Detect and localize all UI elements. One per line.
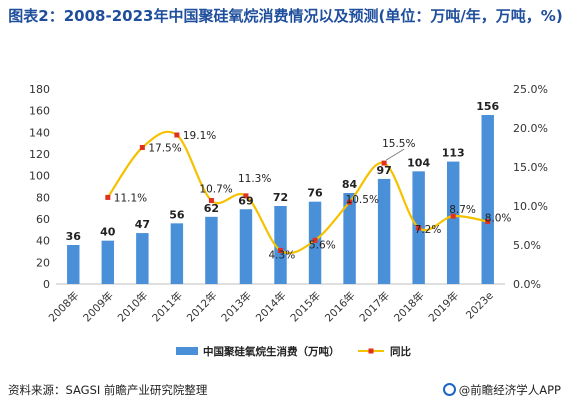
x-tick-label: 2009年: [80, 289, 116, 325]
y-right-tick-label: 5.0%: [513, 239, 541, 252]
yoy-value-label: 10.5%: [346, 194, 379, 206]
y-left-tick-label: 0: [43, 278, 50, 291]
brand-credit: @前瞻经济学人APP: [442, 382, 561, 398]
bar: [446, 161, 460, 284]
legend-label-bars: 中国聚硅氧烷生消费（万吨）: [203, 345, 340, 358]
yoy-marker: [105, 194, 111, 200]
yoy-value-label: 7.2%: [415, 224, 442, 236]
bar-value-label: 76: [307, 187, 323, 200]
y-left-tick-label: 80: [36, 191, 50, 204]
yoy-value-label: 11.3%: [238, 173, 271, 185]
bar: [67, 245, 80, 284]
yoy-value-label: 17.5%: [148, 143, 181, 155]
bar: [205, 216, 218, 284]
yoy-value-label: 4.3%: [269, 249, 296, 261]
bar-value-label: 47: [135, 218, 150, 231]
y-right-tick-label: 10.0%: [513, 200, 548, 213]
brand-label: @前瞻经济学人APP: [458, 383, 561, 397]
y-left-tick-label: 160: [29, 105, 50, 118]
yoy-value-label: 8.0%: [485, 213, 512, 225]
x-tick-label: 2016年: [322, 289, 358, 325]
yoy-marker: [381, 160, 387, 166]
bar: [170, 223, 184, 284]
callout-line: [385, 148, 405, 161]
x-tick-label: 2023e: [464, 290, 496, 322]
y-left-tick-label: 60: [36, 213, 50, 226]
yoy-marker: [485, 219, 491, 225]
bar-value-label: 97: [376, 164, 391, 177]
bar-value-label: 40: [100, 226, 116, 239]
bar: [481, 115, 494, 284]
bar-value-label: 113: [442, 147, 465, 160]
x-tick-label: 2017年: [357, 289, 393, 325]
yoy-marker: [208, 198, 214, 204]
bar-value-label: 72: [273, 191, 288, 204]
legend-swatch-marker: [368, 348, 374, 354]
x-tick-label: 2010年: [115, 289, 151, 325]
bar-value-label: 36: [66, 230, 82, 243]
x-tick-label: 2019年: [426, 289, 462, 325]
yoy-marker: [416, 225, 422, 231]
legend-label-line: 同比: [390, 345, 411, 358]
bar-value-label: 62: [204, 202, 219, 215]
y-left-tick-label: 120: [29, 148, 50, 161]
yoy-value-label: 11.1%: [114, 192, 147, 204]
yoy-marker: [139, 145, 145, 150]
yoy-value-label: 8.7%: [449, 204, 476, 216]
yoy-marker: [174, 132, 180, 138]
y-left-tick-label: 140: [29, 126, 50, 139]
chart-title: 图表2：2008-2023年中国聚硅氧烷消费情况以及预测(单位：万吨/年，万吨，…: [8, 7, 563, 25]
bar: [274, 206, 287, 284]
x-tick-label: 2018年: [391, 289, 427, 325]
bar-value-label: 156: [476, 100, 499, 113]
x-tick-label: 2008年: [46, 289, 82, 325]
source-note: 资料来源：SAGSI 前瞻产业研究院整理: [8, 383, 208, 397]
y-left-tick-label: 180: [29, 83, 50, 96]
y-left-tick-label: 100: [29, 170, 50, 183]
bar: [308, 201, 322, 284]
brand-logo-icon: [442, 383, 456, 396]
bar-value-label: 69: [238, 194, 253, 207]
y-left-tick-label: 20: [36, 256, 50, 269]
x-tick-label: 2011年: [149, 289, 185, 325]
bar-value-label: 84: [342, 178, 358, 191]
yoy-value-label: 19.1%: [183, 130, 216, 142]
yoy-marker: [278, 247, 283, 253]
yoy-marker: [450, 213, 456, 219]
x-tick-label: 2013年: [219, 289, 255, 325]
y-left-tick-label: 40: [36, 235, 50, 248]
x-tick-label: 2012年: [184, 289, 220, 325]
x-tick-label: 2015年: [288, 289, 324, 325]
y-right-tick-label: 25.0%: [513, 83, 548, 96]
bar: [101, 240, 115, 284]
legend-swatch-bars: [176, 347, 198, 355]
bar-value-label: 56: [169, 208, 185, 221]
bar: [136, 233, 149, 284]
yoy-marker: [312, 237, 318, 243]
yoy-marker: [347, 199, 353, 205]
yoy-marker: [243, 193, 249, 199]
yoy-value-label: 5.6%: [309, 239, 336, 251]
yoy-value-label: 15.5%: [382, 138, 415, 150]
x-tick-label: 2014年: [253, 289, 289, 325]
bar: [343, 193, 356, 284]
y-right-tick-label: 0.0%: [513, 278, 541, 291]
bar-value-label: 104: [407, 156, 430, 169]
y-right-tick-label: 15.0%: [513, 161, 548, 174]
bar: [239, 209, 253, 284]
yoy-value-label: 10.7%: [199, 184, 232, 196]
bar: [377, 178, 391, 284]
y-right-tick-label: 20.0%: [513, 122, 548, 135]
